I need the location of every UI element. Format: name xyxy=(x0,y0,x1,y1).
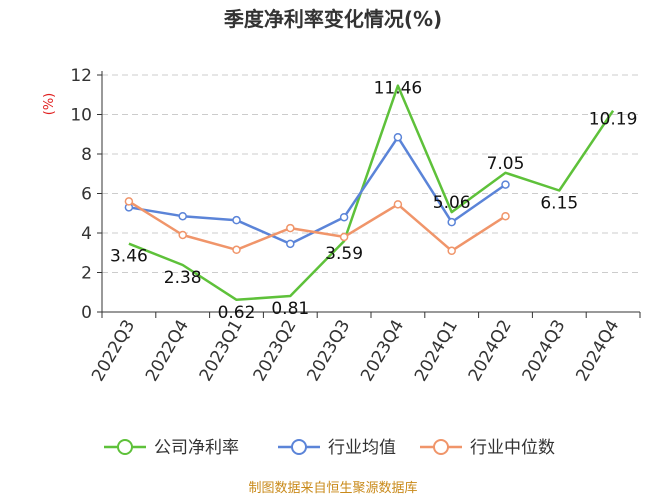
legend-label-1: 行业均值 xyxy=(328,438,396,458)
series-1-point-6 xyxy=(447,217,456,227)
data-label-4: 3.59 xyxy=(325,244,363,264)
series-2-point-5 xyxy=(393,200,403,209)
series-2-point-7 xyxy=(501,211,510,221)
series-line-1 xyxy=(128,135,507,246)
series-2-point-1 xyxy=(178,230,187,240)
legend-marker-2 xyxy=(433,439,449,455)
grid-lines xyxy=(102,74,640,273)
x-tick-label-2024Q2: 2024Q2 xyxy=(465,317,516,385)
legend-label-0: 公司净利率 xyxy=(154,438,239,458)
x-tick-label-2024Q4: 2024Q4 xyxy=(572,317,623,385)
series-line-2 xyxy=(128,200,507,253)
legend: 公司净利率 行业均值 行业中位数 xyxy=(104,438,555,458)
series-1-point-2 xyxy=(232,215,241,225)
y-tick-label-6: 6 xyxy=(81,185,92,205)
data-label-3: 0.81 xyxy=(271,299,309,319)
y-tick-label-4: 4 xyxy=(81,224,92,244)
data-labels: 3.46 2.38 0.62 0.81 3.59 11.46 5.06 7.05 6.15 10.… xyxy=(110,79,637,323)
x-tick-label-2024Q1: 2024Q1 xyxy=(411,317,462,385)
legend-marker-1 xyxy=(291,439,307,455)
legend-marker-0 xyxy=(117,439,133,455)
source-note: 制图数据来自恒生聚源数据库 xyxy=(248,480,417,496)
chart-title: 季度净利率变化情况(%) xyxy=(223,7,442,31)
data-label-6: 5.06 xyxy=(433,193,471,213)
x-tick-label-2023Q3: 2023Q3 xyxy=(303,317,354,385)
data-label-8: 6.15 xyxy=(540,194,578,214)
x-tick-label-2023Q4: 2023Q4 xyxy=(357,317,408,385)
x-tick-label-2024Q3: 2024Q3 xyxy=(519,317,570,385)
data-label-5: 11.46 xyxy=(374,79,423,99)
series-2-point-0 xyxy=(124,197,134,206)
series-1-point-7 xyxy=(501,180,510,189)
data-label-2: 0.62 xyxy=(218,303,256,323)
data-label-9: 10.19 xyxy=(589,110,638,130)
series-2-point-3 xyxy=(286,223,295,233)
y-tick-label-0: 0 xyxy=(81,303,92,323)
series-lines xyxy=(124,84,615,302)
series-1-point-4 xyxy=(339,212,349,222)
data-label-0: 3.46 xyxy=(110,247,148,267)
series-1-point-5 xyxy=(393,132,403,142)
y-tick-label-12: 12 xyxy=(70,66,92,86)
series-2-point-2 xyxy=(232,245,241,255)
data-label-1: 2.38 xyxy=(164,268,202,288)
x-tick-label-2023Q2: 2023Q2 xyxy=(250,317,301,385)
series-1-point-1 xyxy=(178,211,187,221)
series-1-point-3 xyxy=(286,239,295,249)
x-tick-label-2023Q1: 2023Q1 xyxy=(196,317,247,385)
legend-label-2: 行业中位数 xyxy=(470,438,555,458)
series-line-0 xyxy=(128,84,615,302)
data-label-7: 7.05 xyxy=(487,154,525,174)
y-unit-label: (%) xyxy=(42,93,57,116)
y-tick-label-8: 8 xyxy=(81,145,92,165)
y-tick-label-2: 2 xyxy=(81,264,92,284)
y-tick-label-10: 10 xyxy=(70,106,92,126)
x-tick-label-2022Q3: 2022Q3 xyxy=(88,317,139,385)
x-tick-label-2022Q4: 2022Q4 xyxy=(142,317,193,385)
series-2-point-6 xyxy=(447,246,456,256)
series-2-point-4 xyxy=(339,232,349,242)
